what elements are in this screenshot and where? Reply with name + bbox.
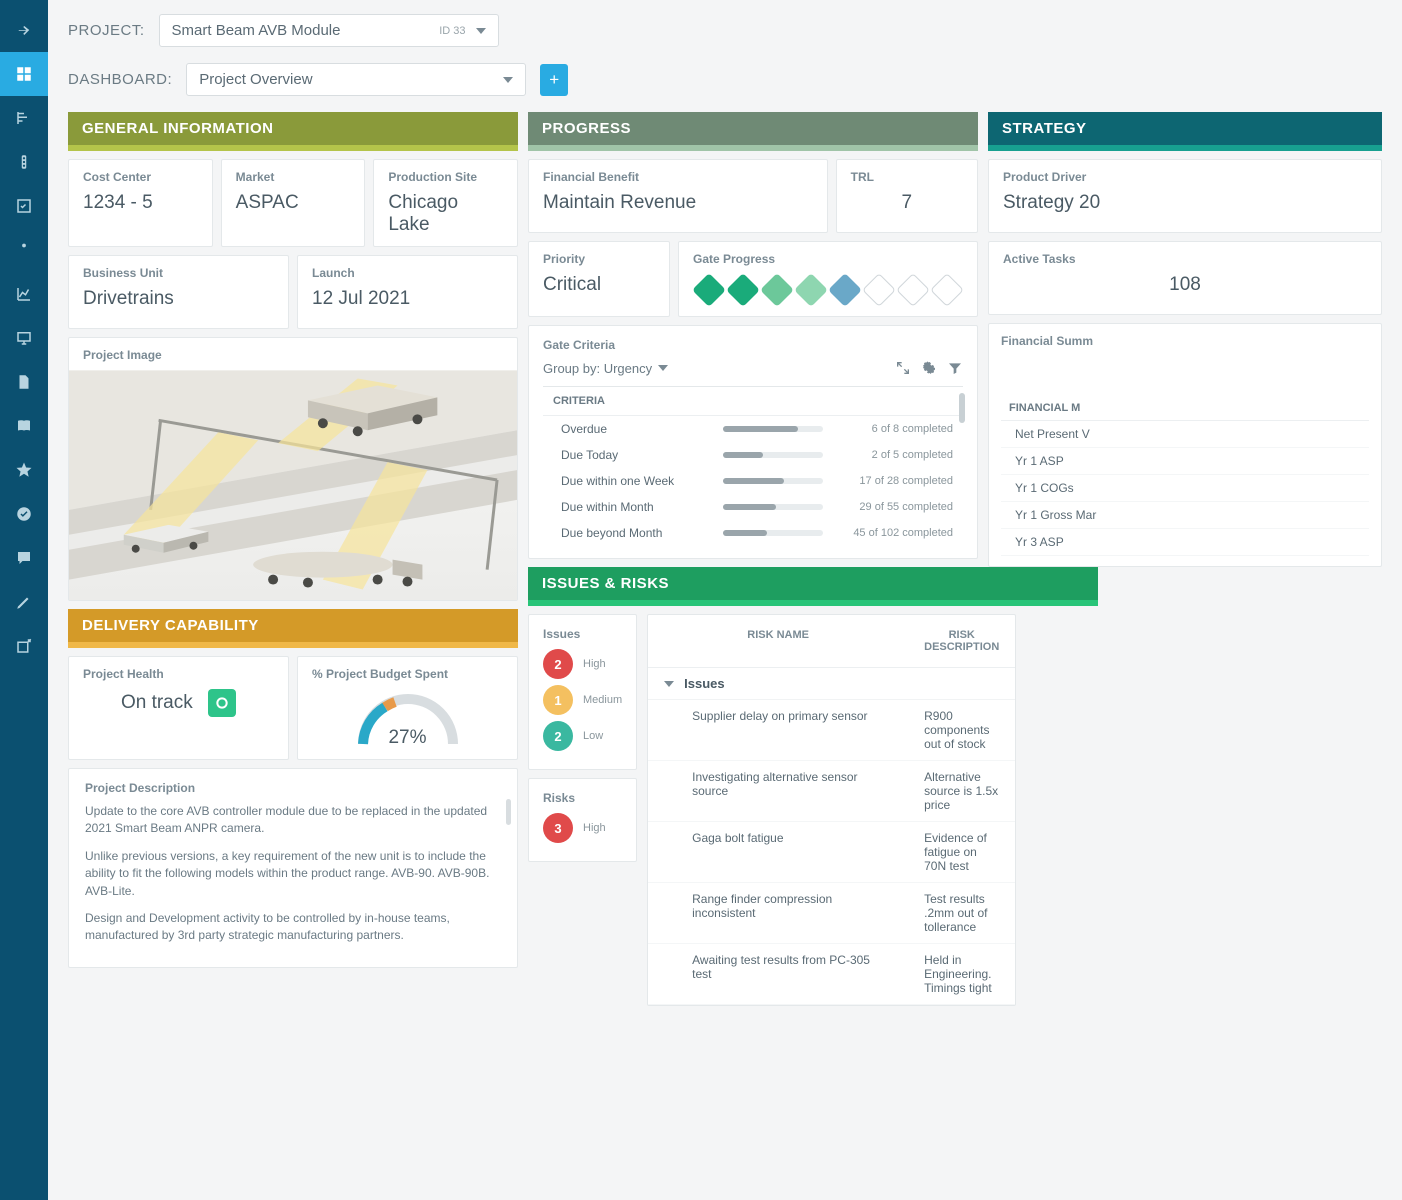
- nav-linechart-icon[interactable]: [0, 272, 48, 316]
- nav-gantt-icon[interactable]: [0, 96, 48, 140]
- risk-row[interactable]: Supplier delay on primary sensorR900 com…: [648, 700, 1015, 761]
- scrollbar[interactable]: [959, 393, 965, 423]
- scrollbar[interactable]: [506, 799, 511, 825]
- risk-table: RISK NAME RISK DESCRIPTION Issues Suppli…: [647, 614, 1016, 1006]
- financial-row[interactable]: Yr 1 Gross Mar: [1001, 502, 1369, 529]
- add-dashboard-button[interactable]: +: [540, 64, 568, 96]
- criteria-row[interactable]: Due beyond Month45 of 102 completed: [543, 520, 963, 546]
- nav-pencil-icon[interactable]: [0, 580, 48, 624]
- count-row: 2Low: [543, 721, 622, 751]
- risk-row[interactable]: Gaga bolt fatigueEvidence of fatigue on …: [648, 822, 1015, 883]
- card-cost-center: Cost Center 1234 - 5: [68, 159, 213, 247]
- section-strategy: STRATEGY: [988, 112, 1382, 151]
- dashboard-label: DASHBOARD:: [68, 71, 172, 88]
- section-progress: PROGRESS: [528, 112, 978, 151]
- count-row: 1Medium: [543, 685, 622, 715]
- project-label: PROJECT:: [68, 22, 145, 39]
- gate-diamond: [692, 273, 726, 307]
- gate-diamond: [862, 273, 896, 307]
- health-ok-icon: [208, 689, 236, 717]
- section-general: GENERAL INFORMATION: [68, 112, 518, 151]
- gate-diamond: [726, 273, 760, 307]
- card-active-tasks: Active Tasks 108: [988, 241, 1382, 315]
- gate-diamond: [930, 273, 964, 307]
- groupby-select[interactable]: Group by: Urgency: [543, 361, 668, 376]
- card-market: Market ASPAC: [221, 159, 366, 247]
- financial-row[interactable]: Net Present V: [1001, 421, 1369, 448]
- card-financial-benefit: Financial Benefit Maintain Revenue: [528, 159, 828, 233]
- nav-checklist-icon[interactable]: [0, 184, 48, 228]
- nav-check-circle-icon[interactable]: [0, 492, 48, 536]
- section-delivery: DELIVERY CAPABILITY: [68, 609, 518, 648]
- nav-person-icon[interactable]: [0, 228, 48, 272]
- card-product-driver: Product Driver Strategy 20: [988, 159, 1382, 233]
- budget-gauge: 27%: [353, 689, 463, 749]
- risk-row[interactable]: Investigating alternative sensor sourceA…: [648, 761, 1015, 822]
- card-project-health: Project Health On track: [68, 656, 289, 760]
- count-row: 2High: [543, 649, 622, 679]
- card-launch: Launch 12 Jul 2021: [297, 255, 518, 329]
- expand-icon[interactable]: [895, 360, 911, 376]
- dashboard-name: Project Overview: [199, 71, 312, 88]
- chevron-down-icon: [503, 77, 513, 83]
- financial-row[interactable]: Yr 1 ASP: [1001, 448, 1369, 475]
- criteria-row[interactable]: Overdue6 of 8 completed: [543, 416, 963, 442]
- card-priority: Priority Critical: [528, 241, 670, 317]
- nav-traffic-icon[interactable]: [0, 140, 48, 184]
- criteria-row[interactable]: Due within one Week17 of 28 completed: [543, 468, 963, 494]
- card-gate-progress: Gate Progress: [678, 241, 978, 317]
- financial-row[interactable]: Yr 3 ASP: [1001, 529, 1369, 556]
- gate-diamond: [896, 273, 930, 307]
- count-row: 3High: [543, 813, 622, 843]
- nav-chat-icon[interactable]: [0, 536, 48, 580]
- filter-icon[interactable]: [947, 360, 963, 376]
- criteria-row[interactable]: Due Today2 of 5 completed: [543, 442, 963, 468]
- card-gate-criteria: Gate Criteria Group by: Urgency CRI: [528, 325, 978, 559]
- card-budget-spent: % Project Budget Spent 27%: [297, 656, 518, 760]
- gate-diamond: [828, 273, 862, 307]
- card-production-site: Production Site Chicago Lake: [373, 159, 518, 247]
- sidebar-nav: [0, 0, 48, 1200]
- card-trl: TRL 7: [836, 159, 978, 233]
- nav-book-icon[interactable]: [0, 404, 48, 448]
- nav-dashboard-icon[interactable]: [0, 52, 48, 96]
- nav-file-icon[interactable]: [0, 360, 48, 404]
- card-issues-counts: Issues 2High1Medium2Low: [528, 614, 637, 770]
- card-business-unit: Business Unit Drivetrains: [68, 255, 289, 329]
- chevron-down-icon: [664, 681, 674, 687]
- nav-add-icon[interactable]: [0, 624, 48, 668]
- gate-diamond: [760, 273, 794, 307]
- card-project-description: Project Description Update to the core A…: [68, 768, 518, 968]
- chevron-down-icon: [476, 28, 486, 34]
- project-select[interactable]: Smart Beam AVB Module ID 33: [159, 14, 499, 47]
- financial-row[interactable]: Yr 1 COGs: [1001, 475, 1369, 502]
- risk-row[interactable]: Range finder compression inconsistentTes…: [648, 883, 1015, 944]
- card-project-image: Project Image: [68, 337, 518, 601]
- project-name: Smart Beam AVB Module: [172, 22, 341, 39]
- risk-row[interactable]: Awaiting test results from PC-305 testHe…: [648, 944, 1015, 1005]
- gear-icon[interactable]: [921, 360, 937, 376]
- risk-group-toggle[interactable]: Issues: [648, 668, 1015, 700]
- card-financial-summary: Financial Summ FINANCIAL M Net Present V…: [988, 323, 1382, 567]
- project-id: ID 33: [439, 25, 465, 37]
- chevron-down-icon: [658, 365, 668, 371]
- nav-arrow-icon[interactable]: [0, 8, 48, 52]
- dashboard-select[interactable]: Project Overview: [186, 63, 526, 96]
- card-risks-counts: Risks 3High: [528, 778, 637, 862]
- section-issues: ISSUES & RISKS: [528, 567, 1098, 606]
- nav-star-icon[interactable]: [0, 448, 48, 492]
- nav-monitor-icon[interactable]: [0, 316, 48, 360]
- criteria-row[interactable]: Due within Month29 of 55 completed: [543, 494, 963, 520]
- gate-diamond: [794, 273, 828, 307]
- project-image: [69, 370, 517, 600]
